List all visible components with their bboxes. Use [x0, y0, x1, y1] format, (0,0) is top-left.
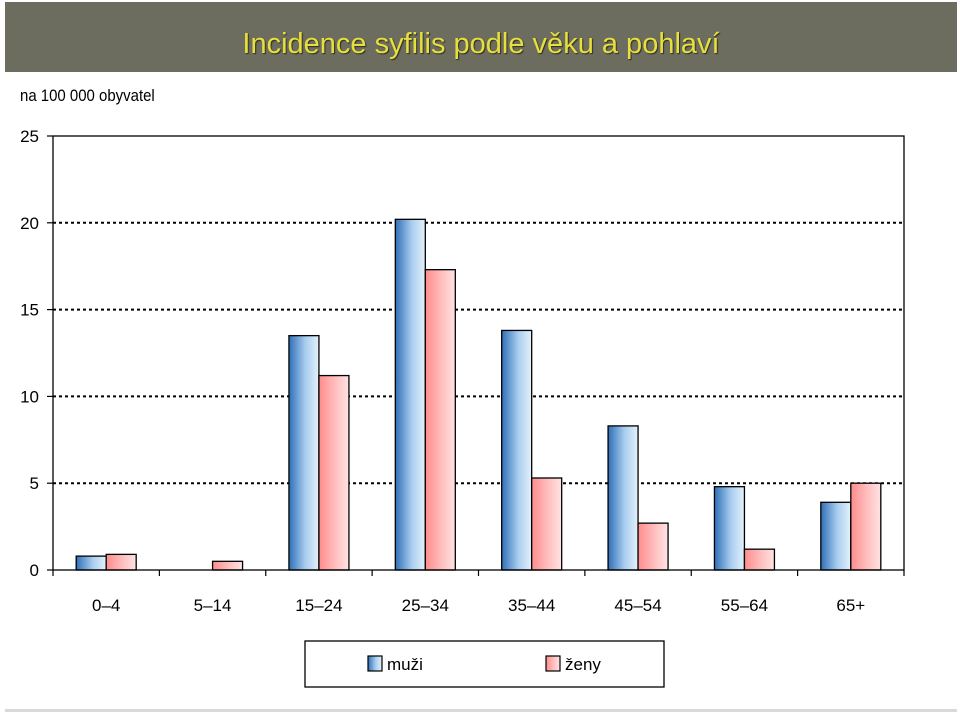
x-tick-label: 15–24 [295, 596, 342, 615]
y-tick-label: 20 [20, 214, 39, 233]
x-tick-label: 5–14 [194, 596, 232, 615]
x-tick-label: 45–54 [614, 596, 661, 615]
y-tick-label: 10 [20, 387, 39, 406]
y-tick-label: 5 [30, 474, 39, 493]
bar-women [424, 269, 456, 571]
bar-men [394, 218, 426, 571]
legend-label-men: muži [387, 655, 423, 674]
bar-women [211, 560, 244, 571]
bar-women [105, 553, 137, 571]
bar-men [713, 486, 746, 571]
bar-women [318, 374, 350, 571]
bottom-divider [5, 709, 957, 712]
bar-women [531, 477, 563, 571]
legend-box [304, 640, 665, 688]
x-tick-label: 55–64 [721, 596, 768, 615]
bar-women [637, 522, 669, 571]
y-tick-label: 15 [20, 301, 39, 320]
bar-men [75, 555, 107, 571]
bar-women [743, 548, 776, 571]
y-axis-unit-label: na 100 000 obyvatel [20, 86, 155, 105]
bar-men [607, 425, 639, 571]
legend-swatch-men [367, 655, 383, 672]
legend-swatch-women [545, 655, 561, 672]
bar-men [288, 334, 320, 571]
legend-label-women: ženy [565, 655, 601, 674]
x-tick-label: 65+ [836, 596, 865, 615]
x-tick-label: 25–34 [402, 596, 449, 615]
y-tick-label: 25 [20, 127, 39, 146]
x-tick-label: 0–4 [92, 596, 120, 615]
y-tick-label: 0 [30, 561, 39, 580]
plot-area-border [52, 135, 905, 571]
bar-women [850, 482, 882, 571]
bar-men [501, 329, 533, 571]
title-bar: Incidence syfilis podle věku a pohlaví [5, 2, 957, 72]
x-tick-label: 35–44 [508, 596, 555, 615]
slide-title: Incidence syfilis podle věku a pohlaví [242, 28, 720, 60]
bar-men [820, 501, 852, 571]
